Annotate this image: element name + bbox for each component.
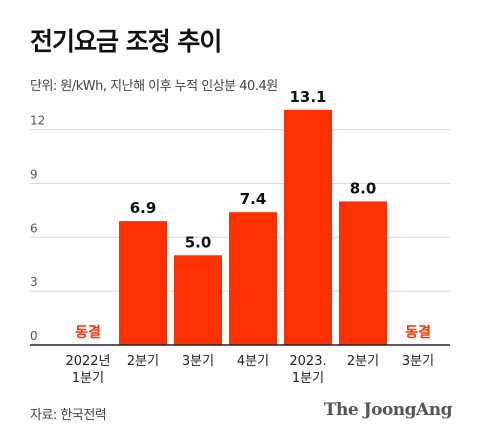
x-tick-label: 4분기	[237, 354, 269, 369]
frozen-label: 동결	[405, 324, 431, 341]
chart-title: 전기요금 조정 추이	[30, 27, 222, 56]
frozen-label: 동결	[75, 324, 101, 341]
y-tick-label: 3	[30, 275, 38, 289]
bar	[174, 255, 222, 345]
data-label: 5.0	[185, 233, 212, 251]
data-label: 7.4	[240, 190, 267, 208]
x-tick-label: 2분기	[127, 354, 159, 369]
bar	[284, 109, 332, 345]
y-tick-label: 9	[30, 167, 38, 181]
publisher-logo: The JoongAng	[323, 400, 453, 420]
chart-subtitle: 단위: 원/kWh, 지난해 이후 누적 인상분 40.4원	[30, 79, 278, 94]
x-tick-label: 3분기	[182, 354, 214, 369]
data-label: 8.0	[350, 179, 377, 197]
y-tick-label: 6	[30, 221, 38, 235]
x-tick-label: 2023. 1분기	[289, 354, 326, 386]
bar	[119, 221, 167, 345]
y-tick-label: 12	[30, 114, 45, 128]
source-note: 자료: 한국전력	[30, 408, 107, 423]
x-tick-label: 2022년 1분기	[65, 354, 110, 386]
x-tick-label: 3분기	[402, 354, 434, 369]
bar	[339, 201, 387, 345]
data-label: 13.1	[289, 88, 326, 106]
x-tick-label: 2분기	[347, 354, 379, 369]
y-tick-label: 0	[30, 329, 38, 343]
bar	[229, 212, 277, 345]
data-label: 6.9	[130, 199, 157, 217]
